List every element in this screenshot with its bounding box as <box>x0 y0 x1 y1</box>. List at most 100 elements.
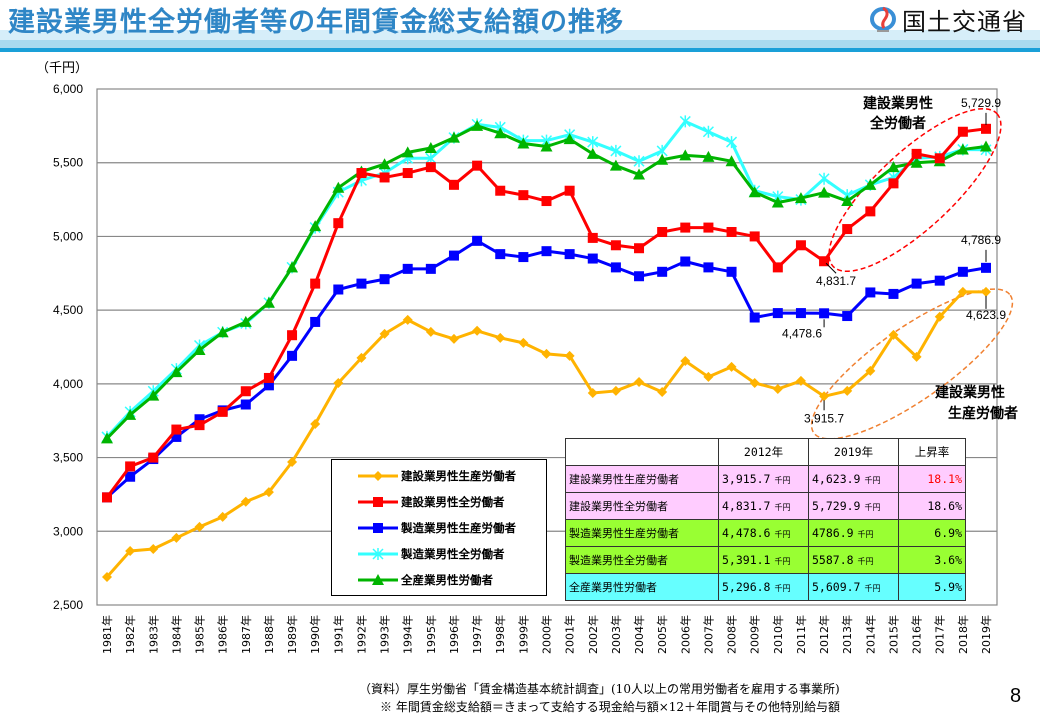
table-row: 建設業男性全労働者 4,831.7 千円 5,729.9 千円 18.6% <box>565 492 966 520</box>
y-axis-unit: （千円） <box>36 61 89 76</box>
x-tick-label: 1988年 <box>262 615 276 654</box>
data-point <box>842 311 853 322</box>
data-point <box>447 131 460 143</box>
y-tick-label: 6,000 <box>53 82 83 96</box>
y-tick-label: 3,000 <box>53 524 83 538</box>
data-point <box>448 179 459 190</box>
growth-rate: 18.1% <box>898 465 966 493</box>
table-row: 建設業男性生産労働者 3,915.7 千円 4,623.9 千円 18.1% <box>565 465 966 493</box>
x-tick-label: 1981年 <box>100 615 114 654</box>
growth-rate: 18.6% <box>898 492 966 520</box>
data-point <box>748 186 761 198</box>
header-band-dark <box>0 48 1040 52</box>
legend-marker-asterisk-icon <box>358 548 398 560</box>
data-point <box>171 431 182 442</box>
x-tick-label: 2001年 <box>563 615 577 654</box>
x-tick-label: 1984年 <box>169 615 183 654</box>
value-2019: 4,623.9 千円 <box>808 465 899 493</box>
data-point <box>356 352 367 363</box>
data-point <box>981 286 991 297</box>
data-point <box>287 330 298 341</box>
legend: 建設業男性生産労働者 建設業男性全労働者 製造業男性生産労働者 製造業男性全労働… <box>331 459 547 596</box>
data-point <box>239 315 252 327</box>
x-tick-label: 1996年 <box>447 615 461 654</box>
data-point <box>379 328 390 339</box>
y-axis-ticks: 2,500 3,000 3,500 4,000 4,500 5,000 5,500 6,000 <box>53 82 83 612</box>
growth-rate: 3.6% <box>898 546 966 574</box>
data-point <box>634 243 645 254</box>
x-tick-label: 1998年 <box>493 615 507 654</box>
data-point <box>425 263 436 274</box>
row-name: 建設業男性生産労働者 <box>565 465 719 493</box>
data-point <box>981 123 991 134</box>
data-point <box>934 153 945 164</box>
data-point <box>633 168 646 180</box>
data-point <box>147 389 160 401</box>
x-tick-label: 2013年 <box>840 615 854 654</box>
legend-marker-square-icon <box>358 523 398 533</box>
data-point <box>402 168 413 179</box>
data-point <box>795 308 806 319</box>
x-tick-label: 1990年 <box>308 615 322 654</box>
data-point <box>794 192 807 204</box>
x-tick-label: 2019年 <box>979 615 993 654</box>
data-point <box>194 521 205 532</box>
ministry-logo: 国土交通省 <box>870 2 1027 37</box>
data-point <box>679 149 692 161</box>
data-point <box>865 206 876 217</box>
data-point <box>518 337 529 348</box>
data-point <box>425 162 436 173</box>
value-2012: 5,391.1 千円 <box>718 546 809 574</box>
data-point <box>193 343 206 355</box>
data-point <box>495 332 506 343</box>
table-row: 全産業男性労働者 5,296.8 千円 5,609.7 千円 5.9% <box>565 573 966 601</box>
x-tick-label: 1994年 <box>401 615 415 654</box>
data-point <box>680 222 691 233</box>
data-point <box>564 185 575 196</box>
callout-label: 建設業男性 <box>863 95 933 112</box>
header-band-mid <box>0 40 1040 48</box>
data-point <box>310 278 321 289</box>
x-tick-label: 1987年 <box>239 615 253 654</box>
data-point <box>633 155 645 168</box>
value-2019: 5,609.7 千円 <box>808 573 899 601</box>
data-point <box>263 487 274 498</box>
annotation-leader <box>825 262 837 274</box>
x-tick-label: 1983年 <box>146 615 160 654</box>
x-tick-label: 2016年 <box>910 615 924 654</box>
data-point <box>124 408 137 420</box>
x-tick-label: 2012年 <box>817 615 831 654</box>
data-point <box>125 546 136 557</box>
data-point <box>610 262 621 273</box>
legend-item: 建設業男性全労働者 <box>358 494 505 510</box>
callout-ellipse-const-production <box>810 288 1014 440</box>
x-tick-label: 1992年 <box>354 615 368 654</box>
data-point <box>656 153 669 165</box>
callout-label: 生産労働者 <box>948 405 1018 422</box>
data-point <box>541 348 552 359</box>
x-tick-label: 1986年 <box>216 615 230 654</box>
x-tick-label: 2009年 <box>748 615 762 654</box>
data-label: 4,831.7 <box>816 274 856 288</box>
page-number: 8 <box>1010 685 1022 707</box>
data-point <box>217 511 228 522</box>
row-name: 建設業男性全労働者 <box>565 492 719 520</box>
y-tick-label: 4,000 <box>53 377 83 391</box>
mlit-emblem-icon <box>870 6 896 32</box>
data-point <box>587 232 598 243</box>
data-point <box>609 159 622 171</box>
data-point <box>564 350 575 361</box>
data-point <box>749 377 760 388</box>
callout-ellipse-const-all <box>828 107 1002 273</box>
table-row: 製造業男性生産労働者 4,478.6 千円 4786.9 千円 6.9% <box>565 519 966 547</box>
data-point <box>726 227 737 238</box>
data-label: 4,623.9 <box>966 308 1006 322</box>
data-point <box>726 266 737 277</box>
data-point <box>402 314 413 325</box>
data-point <box>888 329 899 340</box>
legend-marker-square-icon <box>358 497 398 507</box>
data-point <box>771 196 784 208</box>
data-point <box>402 263 413 274</box>
data-point <box>911 148 922 159</box>
